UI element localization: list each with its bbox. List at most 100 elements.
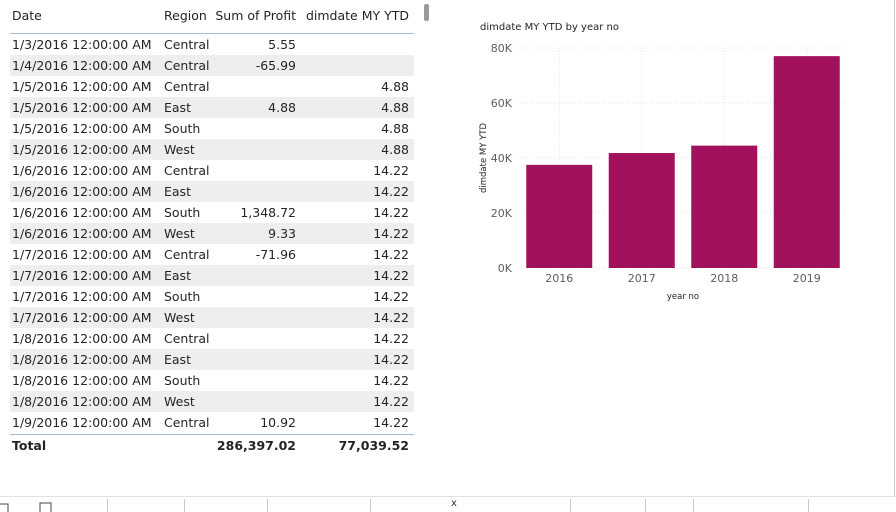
- cell-date: 1/9/2016 12:00:00 AM: [12, 415, 152, 430]
- cell-date: 1/5/2016 12:00:00 AM: [12, 121, 152, 136]
- tab-divider: [184, 499, 185, 512]
- cell-date: 1/5/2016 12:00:00 AM: [12, 79, 152, 94]
- table-row[interactable]: 1/7/2016 12:00:00 AM South 14.22: [10, 286, 414, 307]
- cell-region: East: [164, 268, 191, 283]
- chart-title: dimdate MY YTD by year no: [480, 22, 619, 33]
- y-tick-label: 40K: [491, 152, 513, 165]
- x-tick-label: 2017: [628, 272, 656, 285]
- cell-dimdate-my-ytd: 4.88: [381, 100, 409, 115]
- table-row[interactable]: 1/5/2016 12:00:00 AM West 4.88: [10, 139, 414, 160]
- table-row[interactable]: 1/6/2016 12:00:00 AM East 14.22: [10, 181, 414, 202]
- table-row[interactable]: 1/6/2016 12:00:00 AM Central 14.22: [10, 160, 414, 181]
- cell-dimdate-my-ytd: 14.22: [373, 394, 409, 409]
- column-header-dimdate-my-ytd[interactable]: dimdate MY YTD: [305, 8, 409, 23]
- table-row[interactable]: 1/7/2016 12:00:00 AM Central -71.96 14.22: [10, 244, 414, 265]
- bar-2019[interactable]: [773, 56, 840, 268]
- cell-date: 1/5/2016 12:00:00 AM: [12, 100, 152, 115]
- table-row[interactable]: 1/5/2016 12:00:00 AM East 4.88 4.88: [10, 97, 414, 118]
- cell-region: West: [164, 394, 195, 409]
- table-row[interactable]: 1/5/2016 12:00:00 AM Central 4.88: [10, 76, 414, 97]
- cell-region: Central: [164, 247, 210, 262]
- y-tick-label: 60K: [491, 97, 513, 110]
- close-tab-icon[interactable]: x: [451, 498, 457, 509]
- x-tick-label: 2019: [793, 272, 821, 285]
- table-row[interactable]: 1/8/2016 12:00:00 AM West 14.22: [10, 391, 414, 412]
- table-row[interactable]: 1/8/2016 12:00:00 AM Central 14.22: [10, 328, 414, 349]
- column-header-date[interactable]: Date: [12, 8, 42, 23]
- table-row[interactable]: 1/9/2016 12:00:00 AM Central 10.92 14.22: [10, 412, 414, 433]
- cell-region: Central: [164, 163, 210, 178]
- y-tick-label: 0K: [498, 262, 513, 275]
- bar-2016[interactable]: [526, 164, 593, 268]
- cell-region: South: [164, 289, 201, 304]
- column-header-region[interactable]: Region: [164, 8, 207, 23]
- cell-sum-of-profit: 5.55: [268, 37, 296, 52]
- restore-icon: [0, 503, 9, 512]
- cell-dimdate-my-ytd: 4.88: [381, 142, 409, 157]
- bar-2018[interactable]: [691, 145, 758, 268]
- table-row[interactable]: 1/7/2016 12:00:00 AM West 14.22: [10, 307, 414, 328]
- table-header: Date Region Sum of Profit dimdate MY YTD: [10, 0, 414, 34]
- cell-region: Central: [164, 415, 210, 430]
- cell-date: 1/8/2016 12:00:00 AM: [12, 394, 152, 409]
- x-axis-title: year no: [667, 292, 699, 302]
- cell-region: Central: [164, 37, 210, 52]
- chart-plot: 0K 20K 40K 60K 80K 2016 2017 2018 2019 year no dim…: [479, 42, 848, 302]
- total-profit: 286,397.02: [216, 438, 296, 453]
- cell-region: West: [164, 142, 195, 157]
- table-total-row: Total 286,397.02 77,039.52: [10, 434, 414, 456]
- cell-date: 1/6/2016 12:00:00 AM: [12, 163, 152, 178]
- table-row[interactable]: 1/4/2016 12:00:00 AM Central -65.99: [10, 55, 414, 76]
- y-tick-label: 20K: [491, 207, 513, 220]
- cell-dimdate-my-ytd: 14.22: [373, 415, 409, 430]
- cell-date: 1/8/2016 12:00:00 AM: [12, 352, 152, 367]
- cell-date: 1/3/2016 12:00:00 AM: [12, 37, 152, 52]
- cell-dimdate-my-ytd: 4.88: [381, 121, 409, 136]
- cell-date: 1/6/2016 12:00:00 AM: [12, 226, 152, 241]
- table-row[interactable]: 1/6/2016 12:00:00 AM West 9.33 14.22: [10, 223, 414, 244]
- bar-chart-visual[interactable]: dimdate MY YTD by year no 0K 20K 40K 60K 80K…: [470, 10, 880, 310]
- tab-divider: [808, 499, 809, 512]
- cell-dimdate-my-ytd: 14.22: [373, 289, 409, 304]
- tab-divider: [107, 499, 108, 512]
- cell-dimdate-my-ytd: 4.88: [381, 79, 409, 94]
- cell-dimdate-my-ytd: 14.22: [373, 184, 409, 199]
- table-row[interactable]: 1/5/2016 12:00:00 AM South 4.88: [10, 118, 414, 139]
- window-icons: [0, 502, 52, 512]
- cell-dimdate-my-ytd: 14.22: [373, 310, 409, 325]
- cell-date: 1/7/2016 12:00:00 AM: [12, 289, 152, 304]
- cell-sum-of-profit: 9.33: [268, 226, 296, 241]
- cell-sum-of-profit: 1,348.72: [240, 205, 296, 220]
- cell-date: 1/8/2016 12:00:00 AM: [12, 373, 152, 388]
- x-tick-label: 2018: [710, 272, 738, 285]
- tab-divider: [645, 499, 646, 512]
- cell-dimdate-my-ytd: 14.22: [373, 331, 409, 346]
- cell-date: 1/8/2016 12:00:00 AM: [12, 331, 152, 346]
- cell-region: East: [164, 352, 191, 367]
- table-row[interactable]: 1/8/2016 12:00:00 AM South 14.22: [10, 370, 414, 391]
- bar-2017[interactable]: [608, 153, 675, 268]
- table-row[interactable]: 1/8/2016 12:00:00 AM East 14.22: [10, 349, 414, 370]
- cell-sum-of-profit: -71.96: [255, 247, 296, 262]
- cell-dimdate-my-ytd: 14.22: [373, 226, 409, 241]
- cell-dimdate-my-ytd: 14.22: [373, 205, 409, 220]
- cell-date: 1/4/2016 12:00:00 AM: [12, 58, 152, 73]
- canvas-right-edge: [894, 0, 895, 496]
- table-row[interactable]: 1/3/2016 12:00:00 AM Central 5.55: [10, 34, 414, 55]
- column-header-sum-of-profit[interactable]: Sum of Profit: [215, 8, 296, 23]
- cell-dimdate-my-ytd: 14.22: [373, 247, 409, 262]
- cell-region: South: [164, 121, 201, 136]
- table-row[interactable]: 1/7/2016 12:00:00 AM East 14.22: [10, 265, 414, 286]
- tab-divider: [370, 499, 371, 512]
- cell-region: East: [164, 184, 191, 199]
- cell-region: West: [164, 226, 195, 241]
- table-visual[interactable]: Date Region Sum of Profit dimdate MY YTD…: [0, 0, 418, 460]
- cell-region: Central: [164, 58, 210, 73]
- cell-dimdate-my-ytd: 14.22: [373, 352, 409, 367]
- table-scrollbar-thumb[interactable]: [424, 4, 429, 21]
- cell-region: South: [164, 205, 201, 220]
- tab-divider: [693, 499, 694, 512]
- cell-region: West: [164, 310, 195, 325]
- tab-divider: [570, 499, 571, 512]
- table-row[interactable]: 1/6/2016 12:00:00 AM South 1,348.72 14.22: [10, 202, 414, 223]
